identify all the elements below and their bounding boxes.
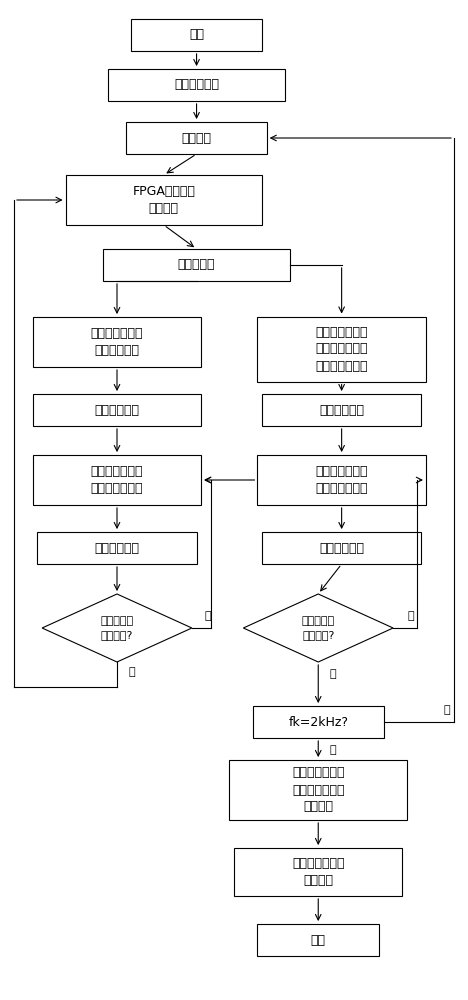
Text: 否: 否 — [444, 705, 450, 715]
FancyBboxPatch shape — [229, 760, 407, 820]
Text: 绘制各参数频率
特性曲线: 绘制各参数频率 特性曲线 — [292, 857, 344, 887]
FancyBboxPatch shape — [37, 532, 197, 564]
Polygon shape — [243, 594, 393, 662]
Text: 是: 是 — [330, 669, 336, 679]
Text: FPGA发出模式
选择信号: FPGA发出模式 选择信号 — [132, 185, 195, 215]
FancyBboxPatch shape — [257, 924, 379, 956]
FancyBboxPatch shape — [33, 455, 201, 505]
Text: 搭建测量环境: 搭建测量环境 — [174, 79, 219, 92]
FancyBboxPatch shape — [103, 249, 290, 281]
Text: 计算机处理所有
数据，并校准幅
值和相位: 计算机处理所有 数据，并校准幅 值和相位 — [292, 766, 344, 814]
Text: 采集测量电压信
号的幅值和相位: 采集测量电压信 号的幅值和相位 — [315, 465, 368, 495]
Text: 结束: 结束 — [311, 934, 326, 946]
Text: fk=2kHz?: fk=2kHz? — [288, 716, 348, 728]
Text: 上传至计算机: 上传至计算机 — [95, 542, 139, 554]
Text: 继电器切换: 继电器切换 — [178, 258, 215, 271]
Text: 否: 否 — [408, 611, 414, 621]
Text: 开始: 开始 — [189, 28, 204, 41]
Text: 进入标定模式: 进入标定模式 — [95, 403, 139, 416]
FancyBboxPatch shape — [262, 394, 421, 426]
Text: 功率放大电路连
接激振器，电池
连接位移传感器: 功率放大电路连 接激振器，电池 连接位移传感器 — [315, 326, 368, 372]
FancyBboxPatch shape — [257, 316, 426, 381]
Text: 采集标定电压信
号的幅值和相位: 采集标定电压信 号的幅值和相位 — [91, 465, 143, 495]
FancyBboxPatch shape — [33, 317, 201, 367]
FancyBboxPatch shape — [33, 394, 201, 426]
FancyBboxPatch shape — [253, 706, 384, 738]
Text: 否: 否 — [205, 611, 212, 621]
FancyBboxPatch shape — [126, 122, 267, 154]
Text: 是: 是 — [330, 745, 336, 755]
Polygon shape — [42, 594, 192, 662]
FancyBboxPatch shape — [108, 69, 285, 101]
Text: 选定频率: 选定频率 — [182, 131, 212, 144]
Text: 进入测量模式: 进入测量模式 — [319, 403, 364, 416]
FancyBboxPatch shape — [234, 848, 402, 896]
Text: 当前频率点
采集完毕?: 当前频率点 采集完毕? — [302, 616, 335, 640]
FancyBboxPatch shape — [66, 175, 262, 225]
Text: 功率放大电路连
接位移传感器: 功率放大电路连 接位移传感器 — [91, 327, 143, 357]
Text: 是: 是 — [129, 667, 135, 677]
FancyBboxPatch shape — [262, 532, 421, 564]
FancyBboxPatch shape — [257, 455, 426, 505]
FancyBboxPatch shape — [131, 19, 262, 51]
Text: 当前频率点
采集完毕?: 当前频率点 采集完毕? — [101, 616, 133, 640]
Text: 上传至计算机: 上传至计算机 — [319, 542, 364, 554]
